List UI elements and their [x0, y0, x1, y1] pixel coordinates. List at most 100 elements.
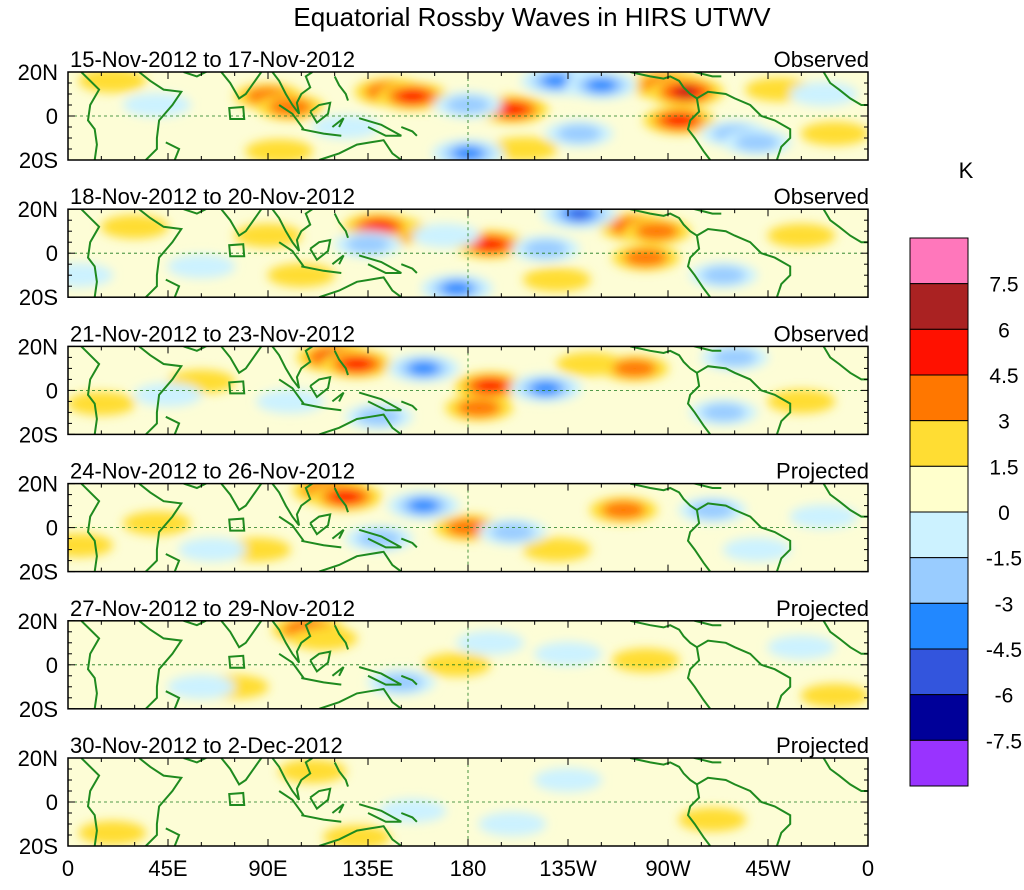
coastline: [331, 529, 345, 540]
panel-status: Projected: [776, 459, 869, 484]
y-tick-label: 0: [46, 104, 58, 129]
coastline: [271, 758, 313, 801]
coastline: [183, 346, 209, 352]
anomaly-contour: [311, 115, 380, 139]
x-tick-label: 90E: [248, 856, 287, 881]
anomaly-contour: [522, 537, 591, 562]
coastline: [696, 90, 792, 160]
colorbar-swatch: [909, 328, 969, 376]
coastline: [220, 758, 263, 786]
coastline: [629, 209, 711, 298]
y-tick-label: 20N: [18, 60, 58, 85]
anomaly-contour: [357, 407, 402, 426]
anomaly-contour: [789, 82, 858, 106]
x-tick-label: 45E: [148, 856, 187, 881]
coastlines: [80, 72, 868, 160]
y-tick-label: 20S: [19, 285, 58, 310]
coastline: [400, 812, 418, 823]
y-tick-label: 20N: [18, 746, 58, 771]
anomaly-contour: [167, 254, 236, 279]
colorbar-swatch: [909, 602, 969, 650]
y-tick-label: 20S: [19, 834, 58, 859]
anomaly-contour: [586, 78, 617, 93]
coastline: [629, 346, 711, 435]
region-box: [228, 105, 246, 120]
colorbar-swatch: [909, 511, 969, 559]
colorbar-swatch: [909, 739, 969, 787]
coastline: [183, 620, 209, 627]
anomaly-contour: [357, 529, 402, 548]
coastline: [80, 483, 101, 572]
panel-period: 18-Nov-2012 to 20-Nov-2012: [70, 184, 355, 209]
panel-3: 20N 0 20S 21-Nov-2012 to 23-Nov-2012 Observe…: [18, 321, 869, 447]
panel-4: 20N 0 20S 24-Nov-2012 to 26-Nov-2012 Project…: [18, 459, 869, 585]
anomaly-contour: [268, 98, 313, 117]
anomaly-contour: [800, 683, 868, 708]
anomaly-contour: [408, 498, 439, 513]
coastline: [301, 677, 342, 686]
anomaly-contour: [245, 139, 314, 160]
coastline: [696, 639, 792, 709]
colorbar-swatch: [909, 374, 969, 422]
anomaly-contour: [522, 267, 591, 292]
coastline: [333, 75, 349, 101]
coastline: [309, 375, 332, 399]
coastline: [220, 209, 263, 238]
region-box: [228, 654, 246, 669]
anomaly-contour: [534, 768, 602, 792]
anomaly-contour: [475, 237, 506, 252]
coastline: [309, 238, 332, 262]
anomaly-contour: [122, 93, 191, 117]
x-axis: 0 45E 90E 135E 180 135W 90W 45W 0: [62, 856, 874, 881]
coastlines: [80, 346, 868, 435]
anomaly-contour: [767, 223, 836, 248]
anomaly-contour: [322, 825, 391, 846]
coastline: [220, 620, 263, 649]
coastline: [183, 72, 209, 78]
anomaly-contour: [475, 379, 506, 393]
coastline: [333, 761, 349, 787]
anomaly-contour: [408, 361, 439, 376]
anomaly-contour: [634, 222, 679, 241]
coastline: [331, 803, 345, 814]
anomaly-contour: [122, 511, 191, 536]
coastline: [629, 620, 711, 709]
coastline: [309, 513, 332, 536]
region-box: [228, 791, 246, 806]
anomaly-contour: [800, 121, 868, 146]
coastline: [183, 209, 209, 215]
coastline: [358, 117, 402, 137]
coastline: [333, 350, 349, 376]
coastline: [309, 787, 332, 811]
coastline: [165, 278, 181, 298]
coastline: [80, 758, 101, 846]
panel-period: 30-Nov-2012 to 2-Dec-2012: [70, 733, 343, 758]
x-tick-label: 135E: [342, 856, 393, 881]
panel-period: 27-Nov-2012 to 29-Nov-2012: [70, 596, 355, 621]
coastline: [318, 825, 402, 846]
coastline: [309, 650, 332, 673]
colorbar: K 7.5 6 4.5 3 1.5 0 -1.5 -3 -4.5 -6 -7.5: [909, 158, 1022, 787]
coastline: [358, 528, 402, 549]
coastlines: [80, 620, 868, 709]
coastline: [822, 346, 868, 381]
coastline: [333, 624, 349, 650]
y-tick-label: 20S: [19, 422, 58, 447]
coastline: [278, 241, 305, 267]
coastline: [138, 758, 184, 846]
coastline: [696, 227, 792, 298]
y-tick-label: 20S: [19, 697, 58, 722]
anomaly-contour: [530, 381, 561, 396]
coastline: [301, 128, 342, 137]
colorbar-label: -1.5: [986, 548, 1022, 571]
coastline: [138, 346, 184, 435]
coastline: [358, 254, 402, 274]
anomaly-contour: [490, 523, 535, 541]
y-tick-label: 20S: [19, 560, 58, 585]
coastline: [331, 666, 345, 677]
y-tick-label: 0: [46, 790, 58, 815]
coastline: [165, 415, 181, 435]
coastline: [220, 483, 263, 512]
anomaly-contour: [346, 235, 390, 254]
anomaly-contour: [611, 648, 680, 673]
